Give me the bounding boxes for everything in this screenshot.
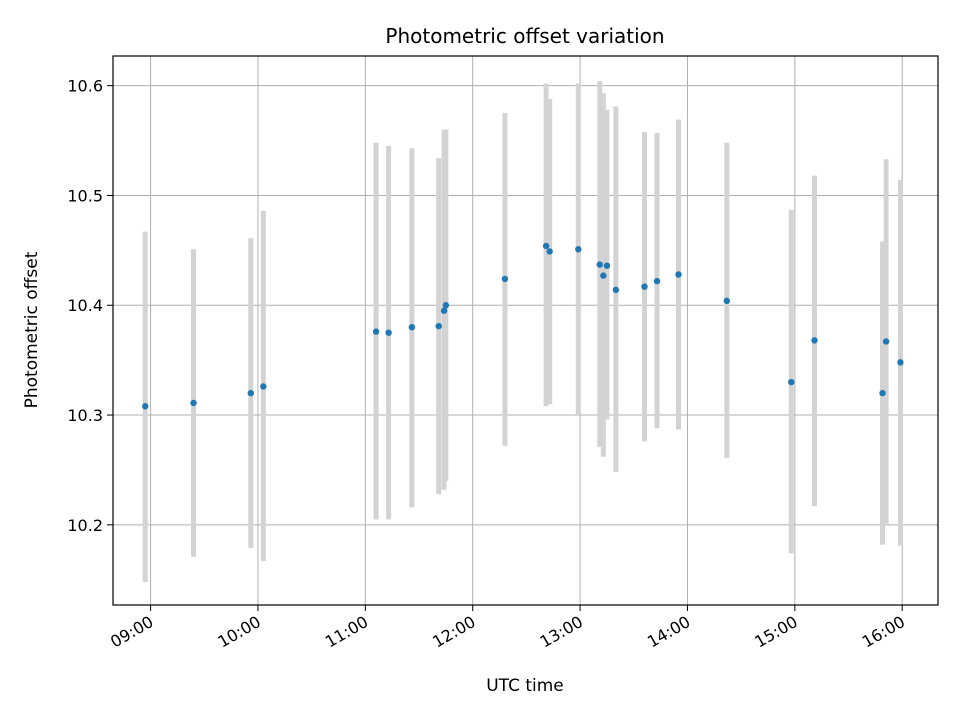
y-tick-label: 10.3 (67, 406, 103, 425)
x-axis-title: UTC time (486, 676, 564, 696)
data-point (440, 307, 448, 314)
data-point (723, 297, 731, 305)
x-tick-label: 11:00 (322, 612, 371, 652)
y-axis-title: Photometric offset (22, 251, 42, 408)
data-point (811, 337, 818, 344)
data-point (142, 403, 149, 410)
data-point (260, 383, 267, 390)
x-tick-label: 12:00 (429, 612, 478, 652)
data-point (190, 399, 197, 407)
x-tick-label: 15:00 (751, 612, 800, 652)
data-point (596, 261, 603, 268)
x-axis-ticks: 09:00 10:00 11:00 12:00 13:00 14:00 15:00 16:00 (107, 605, 908, 652)
x-tick-label: 10:00 (215, 612, 264, 652)
data-points (142, 242, 904, 410)
error-bars (142, 81, 903, 582)
data-point (546, 248, 553, 255)
y-tick-label: 10.6 (67, 77, 103, 96)
plot-frame (112, 55, 939, 606)
data-point (879, 389, 886, 397)
data-point (675, 271, 682, 278)
data-point (600, 272, 607, 279)
y-tick-label: 10.5 (67, 186, 103, 205)
data-point (603, 262, 611, 269)
y-tick-label: 10.4 (67, 296, 103, 315)
data-point (897, 359, 904, 366)
x-tick-label: 13:00 (537, 612, 586, 652)
data-point (542, 242, 550, 250)
data-point (372, 328, 380, 335)
x-tick-label: 09:00 (107, 612, 156, 652)
data-point (653, 277, 661, 285)
data-point (882, 338, 890, 345)
data-point (501, 275, 509, 283)
x-tick-label: 14:00 (644, 612, 693, 652)
data-point (575, 246, 582, 253)
data-point (788, 378, 795, 386)
chart-title: Photometric offset variation (385, 24, 664, 48)
data-point (612, 286, 620, 294)
data-point (442, 302, 450, 309)
data-point (385, 329, 392, 336)
data-point (247, 389, 254, 397)
data-point (641, 283, 648, 290)
x-tick-label: 16:00 (859, 612, 908, 652)
y-tick-label: 10.2 (67, 516, 103, 535)
data-point (435, 322, 442, 330)
y-axis-ticks: 10.2 10.3 10.4 10.5 10.6 (67, 77, 113, 535)
data-point (408, 324, 416, 331)
